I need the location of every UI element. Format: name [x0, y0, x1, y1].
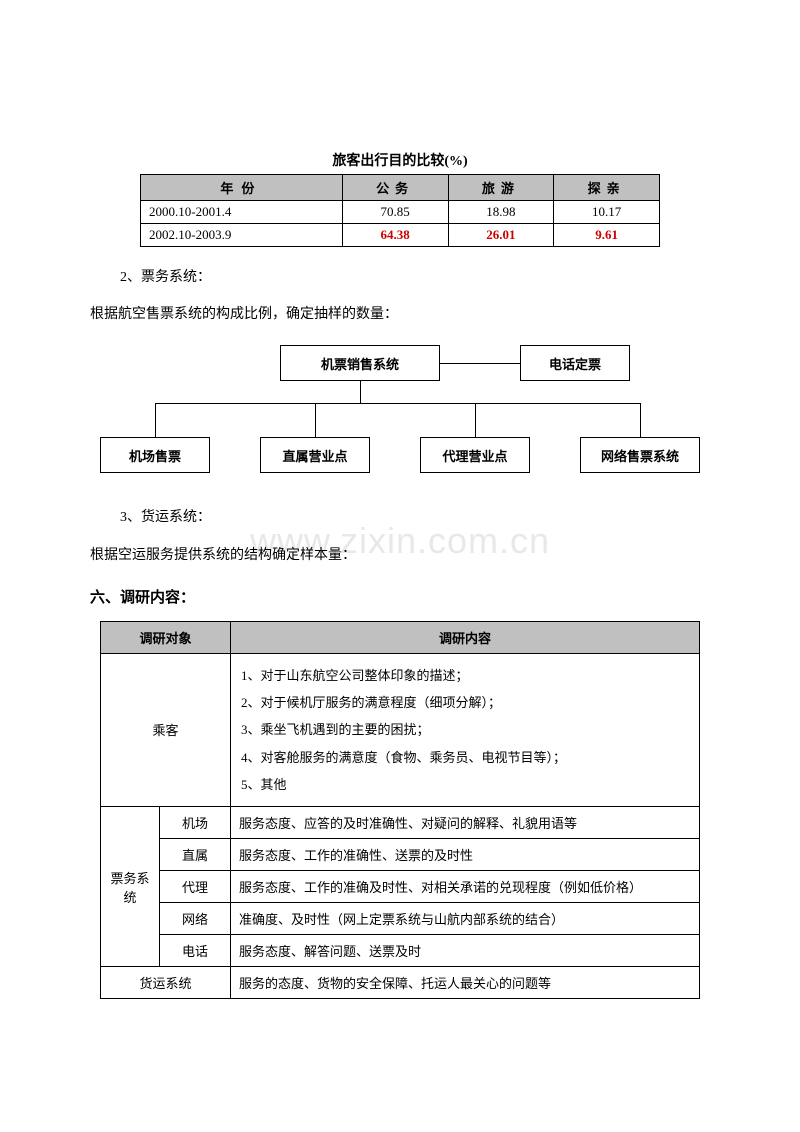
table-row: 网络 准确度、及时性（网上定票系统与山航内部系统的结合）	[101, 903, 700, 935]
table-row: 货运系统 服务的态度、货物的安全保障、托运人最关心的问题等	[101, 967, 700, 999]
flow-line	[315, 403, 316, 437]
section3-desc: 根据空运服务提供系统的结构确定样本量：	[90, 543, 710, 568]
cell-sub-label: 网络	[160, 903, 231, 935]
flow-line	[360, 381, 361, 403]
cell-value: 10.17	[554, 201, 660, 224]
flow-node-agent: 代理营业点	[420, 437, 530, 473]
flow-line	[155, 403, 640, 404]
cell-sub-content: 服务态度、解答问题、送票及时	[231, 935, 700, 967]
flow-line	[155, 403, 156, 437]
document-content: 旅客出行目的比较(%) 年份 公务 旅游 探亲 2000.10-2001.4 7…	[90, 150, 710, 999]
content-line: 5、其他	[241, 771, 689, 798]
table-row: 代理 服务态度、工作的准确及时性、对相关承诺的兑现程度（例如低价格）	[101, 871, 700, 903]
cell-sub-content: 准确度、及时性（网上定票系统与山航内部系统的结合）	[231, 903, 700, 935]
cell-sub-content: 服务态度、工作的准确及时性、对相关承诺的兑现程度（例如低价格）	[231, 871, 700, 903]
cell-sub-label: 机场	[160, 807, 231, 839]
table-row: 票务系统 机场 服务态度、应答的及时准确性、对疑问的解释、礼貌用语等	[101, 807, 700, 839]
col-content: 调研内容	[231, 621, 700, 653]
table-row: 直属 服务态度、工作的准确性、送票的及时性	[101, 839, 700, 871]
cell-period: 2000.10-2001.4	[141, 201, 343, 224]
cell-value: 70.85	[342, 201, 448, 224]
col-visit: 探亲	[554, 175, 660, 201]
content-line: 4、对客舱服务的满意度（食物、乘务员、电视节目等）；	[241, 744, 689, 771]
cell-value-highlight: 26.01	[448, 224, 554, 247]
section2-label: 2、票务系统：	[120, 265, 710, 290]
content-line: 3、乘坐飞机遇到的主要的困扰；	[241, 716, 689, 743]
travel-purpose-table-wrap: 旅客出行目的比较(%) 年份 公务 旅游 探亲 2000.10-2001.4 7…	[140, 150, 660, 247]
table1-title: 旅客出行目的比较(%)	[140, 150, 660, 170]
cell-ticketing-group: 票务系统	[101, 807, 160, 967]
cell-value: 18.98	[448, 201, 554, 224]
cell-sub-label: 代理	[160, 871, 231, 903]
table-row: 2002.10-2003.9 64.38 26.01 9.61	[141, 224, 660, 247]
cell-sub-label: 直属	[160, 839, 231, 871]
cell-value-highlight: 9.61	[554, 224, 660, 247]
cell-sub-content: 服务态度、应答的及时准确性、对疑问的解释、礼貌用语等	[231, 807, 700, 839]
table-row: 电话 服务态度、解答问题、送票及时	[101, 935, 700, 967]
table-row: 2000.10-2001.4 70.85 18.98 10.17	[141, 201, 660, 224]
research-content-table-wrap: 调研对象 调研内容 乘客 1、对于山东航空公司整体印象的描述； 2、对于候机厅服…	[100, 621, 700, 999]
section3-label: 3、货运系统：	[120, 505, 710, 530]
flow-node-airport: 机场售票	[100, 437, 210, 473]
table1-header-row: 年份 公务 旅游 探亲	[141, 175, 660, 201]
content-line: 1、对于山东航空公司整体印象的描述；	[241, 662, 689, 689]
col-subject: 调研对象	[101, 621, 231, 653]
flow-line	[640, 403, 641, 437]
ticketing-flowchart: 机票销售系统 电话定票 机场售票 直属营业点 代理营业点 网络售票系统	[100, 345, 700, 475]
cell-sub-content: 服务态度、工作的准确性、送票的及时性	[231, 839, 700, 871]
table-row: 乘客 1、对于山东航空公司整体印象的描述； 2、对于候机厅服务的满意程度（细项分…	[101, 653, 700, 806]
travel-purpose-table: 年份 公务 旅游 探亲 2000.10-2001.4 70.85 18.98 1…	[140, 174, 660, 247]
cell-sub-label: 电话	[160, 935, 231, 967]
cell-period: 2002.10-2003.9	[141, 224, 343, 247]
flow-node-phone: 电话定票	[520, 345, 630, 381]
cell-passenger-label: 乘客	[101, 653, 231, 806]
flow-line	[475, 403, 476, 437]
table2-header-row: 调研对象 调研内容	[101, 621, 700, 653]
research-content-table: 调研对象 调研内容 乘客 1、对于山东航空公司整体印象的描述； 2、对于候机厅服…	[100, 621, 700, 999]
section6-heading: 六、调研内容：	[90, 586, 710, 607]
flow-line	[440, 363, 520, 364]
col-tourism: 旅游	[448, 175, 554, 201]
cell-cargo-label: 货运系统	[101, 967, 231, 999]
col-year: 年份	[141, 175, 343, 201]
flow-node-direct: 直属营业点	[260, 437, 370, 473]
cell-cargo-content: 服务的态度、货物的安全保障、托运人最关心的问题等	[231, 967, 700, 999]
cell-passenger-content: 1、对于山东航空公司整体印象的描述； 2、对于候机厅服务的满意程度（细项分解）；…	[231, 653, 700, 806]
flow-node-root: 机票销售系统	[280, 345, 440, 381]
flow-node-network: 网络售票系统	[580, 437, 700, 473]
col-business: 公务	[342, 175, 448, 201]
section2-desc: 根据航空售票系统的构成比例，确定抽样的数量：	[90, 302, 710, 327]
cell-value-highlight: 64.38	[342, 224, 448, 247]
content-line: 2、对于候机厅服务的满意程度（细项分解）；	[241, 689, 689, 716]
